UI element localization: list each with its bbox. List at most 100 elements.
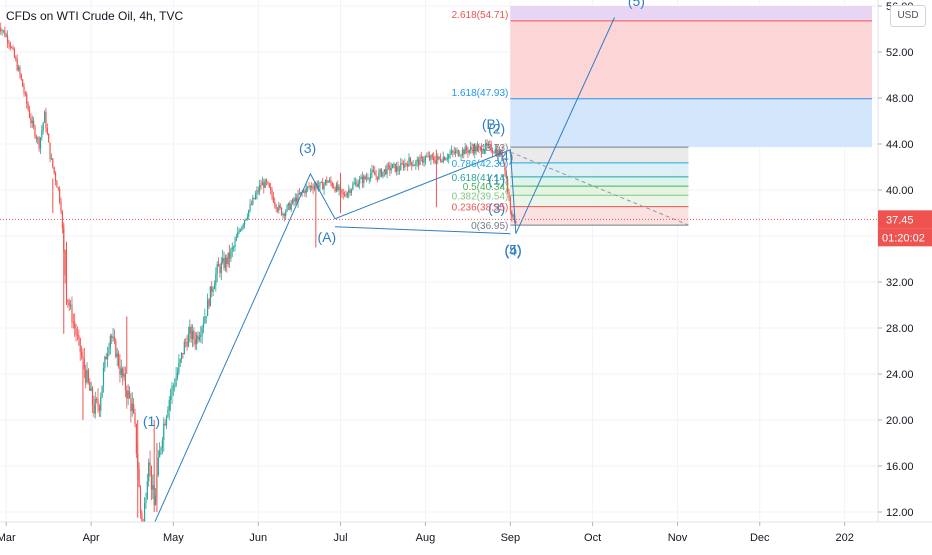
candle-body: [456, 149, 458, 151]
candle-body: [417, 159, 420, 166]
candle-body: [190, 326, 192, 340]
candle-body: [335, 184, 337, 192]
candle-body: [67, 299, 69, 303]
wave-label: (5): [628, 0, 645, 9]
candle-body: [320, 182, 322, 183]
candle-body: [309, 185, 311, 188]
candle-body: [74, 322, 76, 329]
candle-body: [376, 176, 379, 180]
candle-body: [157, 457, 159, 475]
wave-label: (A): [317, 229, 336, 245]
candle-body: [39, 137, 42, 149]
candle-body: [298, 193, 300, 195]
candle-body: [193, 330, 195, 340]
candle-body: [274, 202, 276, 205]
candle-body: [60, 202, 62, 212]
candle-body: [249, 204, 251, 211]
candle-body: [465, 146, 468, 151]
candle-body: [139, 486, 142, 513]
candle-body: [213, 285, 216, 289]
candle-body: [176, 372, 179, 378]
candle-body: [54, 172, 57, 181]
fib-fills: [510, 6, 872, 226]
candle-body: [146, 481, 148, 499]
candle-body: [1, 30, 3, 32]
candle-body: [113, 336, 116, 341]
candle-body: [407, 164, 409, 167]
candle-body: [511, 210, 513, 217]
x-tick-label: Sep: [501, 532, 521, 544]
candle-body: [441, 161, 443, 163]
candle-body: [76, 334, 79, 336]
candle-body: [9, 43, 11, 48]
candle-body: [138, 468, 140, 487]
candle-body: [253, 197, 255, 199]
candle-body: [2, 30, 5, 32]
wave-label: (2): [488, 121, 505, 137]
candle-body: [356, 182, 358, 187]
candle-body: [515, 221, 517, 223]
candle-body: [354, 182, 357, 184]
fib-level-label: 0.618(41.14): [452, 173, 509, 184]
candle-body: [115, 340, 117, 357]
candle-body: [216, 263, 218, 274]
candle-body: [474, 145, 476, 154]
candle-body: [245, 218, 247, 221]
candle-body: [108, 347, 110, 354]
candle-body: [409, 157, 411, 163]
candle-body: [261, 182, 264, 186]
fib-extension-zone: [510, 20, 872, 99]
candle-body: [178, 362, 180, 373]
candle-body: [149, 462, 151, 466]
candle-body: [313, 185, 316, 189]
grid: [0, 0, 878, 522]
candle-body: [494, 149, 496, 154]
candle-body: [453, 151, 455, 154]
candle-body: [454, 150, 457, 154]
candle-body: [70, 304, 72, 306]
candle-body: [134, 412, 136, 424]
y-tick-label: 28.00: [886, 323, 914, 335]
candle-body: [509, 197, 511, 211]
candle-body: [248, 210, 250, 217]
candle-body: [72, 322, 74, 323]
candle-body: [194, 339, 196, 345]
candle-body: [20, 74, 22, 80]
candle-body: [50, 158, 53, 160]
candle-body: [237, 232, 239, 238]
fib-extension-zone: [510, 6, 872, 21]
candle-body: [490, 144, 492, 152]
candle-body: [460, 154, 462, 156]
candle-body: [422, 157, 424, 163]
candle-body: [290, 203, 292, 210]
candle-body: [382, 171, 384, 177]
candle-body: [300, 192, 302, 195]
candle-body: [348, 189, 350, 193]
currency-button[interactable]: USD: [890, 5, 926, 27]
x-tick-label: Apr: [83, 532, 100, 544]
candle-body: [304, 190, 306, 194]
candle-body: [322, 182, 324, 190]
candle-body: [398, 170, 401, 172]
candle-body: [37, 138, 39, 139]
candle-body: [297, 193, 299, 203]
candle-body: [430, 155, 432, 160]
candle-body: [49, 142, 51, 160]
candle-body: [344, 194, 346, 196]
candle-body: [150, 465, 153, 490]
candle-body: [131, 403, 133, 412]
candle-body: [91, 388, 94, 405]
candle-body: [475, 145, 477, 152]
candle-body: [271, 189, 273, 197]
candle-body: [8, 42, 10, 44]
wave-label: (3): [299, 140, 316, 156]
candle-body: [497, 149, 499, 156]
fib-level-label: 0.382(39.54): [452, 191, 509, 202]
fib-level-label: 1(43.73): [471, 143, 508, 154]
candle-body: [231, 247, 233, 250]
candle-body: [286, 205, 288, 212]
candle-body: [400, 163, 402, 171]
candle-body: [296, 197, 298, 203]
y-tick-label: 32.00: [886, 277, 914, 289]
x-tick-label: May: [163, 532, 184, 544]
